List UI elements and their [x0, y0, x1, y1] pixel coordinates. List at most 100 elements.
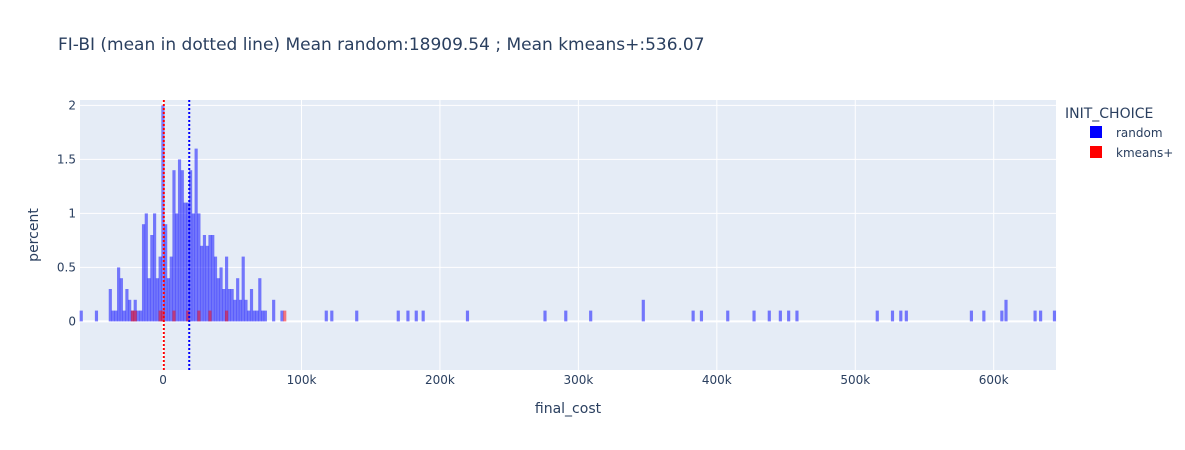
bar-random[interactable] [108, 289, 112, 322]
bar-random[interactable] [150, 235, 154, 322]
bar-random[interactable] [641, 299, 645, 322]
bar-random[interactable] [263, 310, 267, 322]
bar-random[interactable] [787, 310, 791, 322]
bar-random[interactable] [904, 310, 908, 322]
bar-random[interactable] [691, 310, 695, 322]
bar-random[interactable] [247, 310, 251, 322]
bar-kmeans[interactable] [225, 310, 229, 322]
bar-random[interactable] [202, 235, 207, 322]
bar-random[interactable] [726, 310, 730, 322]
bar-random[interactable] [699, 310, 704, 322]
bar-random[interactable] [191, 213, 195, 322]
bar-random[interactable] [183, 202, 187, 322]
bar-random[interactable] [244, 299, 248, 322]
bar-random[interactable] [119, 278, 123, 322]
bar-random[interactable] [1052, 310, 1057, 322]
bar-random[interactable] [197, 213, 201, 322]
bar-random[interactable] [175, 213, 179, 322]
bar-random[interactable] [899, 310, 903, 322]
bar-random[interactable] [396, 310, 400, 322]
bar-random[interactable] [272, 299, 276, 322]
bar-random[interactable] [258, 278, 262, 322]
bar-random[interactable] [79, 310, 83, 322]
bar-random[interactable] [890, 310, 895, 322]
bar-kmeans[interactable] [130, 310, 135, 322]
bar-random[interactable] [153, 213, 157, 322]
bar-random[interactable] [219, 267, 223, 322]
bar-random[interactable] [128, 299, 132, 322]
bar-random[interactable] [1033, 310, 1037, 322]
bar-random[interactable] [147, 278, 151, 322]
bar-random[interactable] [205, 245, 209, 322]
bar-random[interactable] [241, 256, 245, 322]
bar-kmeans[interactable] [133, 310, 137, 322]
bar-random[interactable] [144, 213, 148, 322]
bar-random[interactable] [222, 289, 226, 322]
bar-random[interactable] [330, 310, 334, 322]
bar-random[interactable] [158, 256, 162, 322]
bar-random[interactable] [236, 278, 240, 322]
bar-random[interactable] [216, 278, 220, 322]
bar-kmeans[interactable] [208, 310, 212, 322]
bar-random[interactable] [164, 224, 168, 322]
legend-item-kmeans[interactable]: kmeans+ [1090, 146, 1173, 160]
bar-random[interactable] [421, 310, 425, 322]
bar-random[interactable] [465, 310, 470, 322]
bar-random[interactable] [169, 256, 173, 322]
bar-random[interactable] [255, 310, 259, 322]
bar-random[interactable] [414, 310, 418, 322]
bar-random[interactable] [139, 310, 143, 322]
bar-random[interactable] [227, 289, 231, 322]
legend[interactable]: INIT_CHOICE random kmeans+ [1065, 106, 1173, 160]
bar-random[interactable] [133, 299, 137, 322]
bar-random[interactable] [136, 310, 140, 322]
bar-random[interactable] [166, 278, 171, 322]
bar-random[interactable] [355, 310, 359, 322]
bar-random[interactable] [233, 299, 237, 322]
bar-random[interactable] [141, 224, 146, 322]
bar-random[interactable] [324, 310, 328, 322]
bar-random[interactable] [1000, 310, 1004, 322]
bar-random[interactable] [778, 310, 782, 322]
bar-random[interactable] [982, 310, 986, 322]
bar-random[interactable] [261, 310, 265, 322]
bar-random[interactable] [200, 245, 204, 322]
bar-random[interactable] [1004, 299, 1008, 322]
bar-random[interactable] [795, 310, 799, 322]
bar-random[interactable] [189, 170, 193, 322]
bar-random[interactable] [177, 159, 182, 322]
bar-random[interactable] [125, 289, 129, 322]
bar-kmeans[interactable] [158, 310, 162, 322]
bar-random[interactable] [111, 310, 115, 322]
bar-random[interactable] [249, 289, 254, 322]
bar-random[interactable] [238, 299, 243, 322]
bar-random[interactable] [211, 235, 215, 322]
bar-kmeans[interactable] [197, 310, 201, 322]
bar-random[interactable] [1039, 310, 1043, 322]
bar-random[interactable] [252, 310, 256, 322]
bar-random[interactable] [194, 148, 198, 322]
bar-random[interactable] [114, 310, 118, 322]
bar-kmeans[interactable] [186, 310, 190, 322]
bar-random[interactable] [543, 310, 547, 322]
bar-random[interactable] [589, 310, 593, 322]
bar-random[interactable] [564, 310, 568, 322]
bar-random[interactable] [969, 310, 973, 322]
bar-random[interactable] [875, 310, 879, 322]
bar-random[interactable] [225, 256, 229, 322]
bar-random[interactable] [122, 310, 126, 322]
bar-random[interactable] [155, 278, 159, 322]
bar-random[interactable] [767, 310, 771, 322]
bar-random[interactable] [208, 235, 212, 322]
bar-random[interactable] [280, 310, 284, 322]
bar-kmeans[interactable] [283, 310, 287, 322]
bar-random[interactable] [230, 289, 234, 322]
bar-random[interactable] [94, 310, 99, 322]
bar-random[interactable] [172, 170, 176, 322]
bar-random[interactable] [186, 202, 190, 322]
bar-random[interactable] [752, 310, 756, 322]
legend-item-random[interactable]: random [1090, 126, 1163, 140]
bar-random[interactable] [117, 267, 121, 322]
bar-random[interactable] [180, 170, 184, 322]
bar-random[interactable] [406, 310, 410, 322]
